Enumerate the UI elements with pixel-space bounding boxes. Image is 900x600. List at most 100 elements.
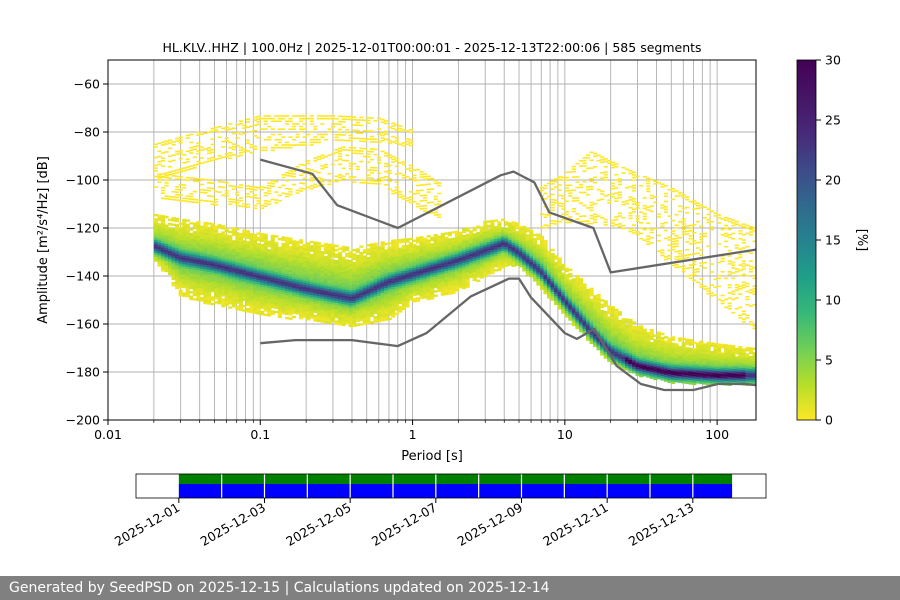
density-cell [398,241,403,244]
density-cell [284,271,290,274]
density-cell [281,270,286,274]
outlier-cell [267,184,272,187]
density-cell [309,277,314,280]
outlier-cell [302,115,307,117]
density-cell [419,296,424,300]
density-cell [203,239,208,242]
density-cell [235,243,240,246]
density-cell [614,349,619,353]
outlier-cell [192,148,197,151]
density-cell [585,306,591,309]
density-cell [575,311,580,315]
density-cell [249,256,254,260]
density-cell [199,292,205,296]
outlier-cell [582,162,587,165]
density-cell [238,278,243,281]
density-cell [408,250,414,254]
density-cell [543,289,548,293]
density-cell [486,257,491,260]
outlier-cell [582,191,587,194]
density-cell [433,240,438,243]
density-cell [387,283,392,286]
density-cell [568,268,573,272]
density-cell [274,243,279,247]
density-cell [593,338,598,341]
density-cell [235,284,240,287]
outlier-cell [299,128,304,130]
density-cell [231,302,236,306]
density-cell [444,245,449,248]
density-cell [490,250,495,253]
outlier-cell [394,189,399,191]
outlier-cell [199,146,205,149]
density-cell [462,258,467,262]
density-cell [203,295,208,298]
density-cell [299,260,304,264]
density-cell [302,304,307,307]
density-cell [238,258,243,262]
density-cell [529,238,534,241]
density-cell [607,357,612,360]
density-cell [401,255,406,259]
outlier-cell [355,129,360,132]
density-cell [228,258,233,262]
density-cell [210,222,215,226]
density-cell [614,336,619,340]
density-cell [515,252,520,256]
outlier-cell [617,194,622,196]
outlier-cell [263,186,268,189]
density-cell [536,281,541,284]
density-cell [253,235,258,239]
density-cell [405,283,410,286]
outlier-cell [189,141,194,144]
density-cell [302,280,307,284]
density-cell [299,278,304,281]
density-cell [277,315,282,319]
outlier-cell [617,223,622,225]
density-cell [277,298,282,301]
density-cell [479,239,484,242]
density-cell [518,232,523,236]
density-cell [529,231,534,235]
density-cell [235,245,240,248]
density-cell [493,254,499,257]
outlier-cell [376,177,382,180]
density-cell [178,227,183,230]
outlier-cell [550,198,555,201]
density-cell [617,356,622,359]
density-cell [330,315,336,318]
outlier-cell [260,117,265,120]
density-cell [196,255,201,258]
density-cell [462,254,467,257]
density-cell [359,297,364,300]
outlier-cell [380,176,385,179]
outlier-cell [210,127,215,130]
density-cell [295,262,300,265]
density-cell [323,316,328,319]
density-cell [157,231,162,235]
density-cell [444,277,449,281]
density-cell [398,279,403,283]
density-cell [284,290,290,294]
density-cell [578,314,584,318]
outlier-cell [369,148,375,150]
density-cell [185,288,190,291]
density-cell [217,289,222,292]
density-cell [270,273,275,276]
density-cell [582,320,587,323]
density-cell [387,265,392,269]
density-cell [419,253,424,256]
density-cell [617,313,622,316]
density-cell [479,250,484,253]
density-cell [320,251,325,254]
density-cell [483,231,488,235]
density-cell [554,287,559,290]
outlier-cell [348,165,353,167]
outlier-cell [274,199,279,201]
outlier-cell [578,191,584,194]
density-cell [242,233,247,237]
density-cell [454,284,460,288]
density-cell [405,294,410,297]
density-cell [359,267,364,270]
density-cell [175,282,180,285]
